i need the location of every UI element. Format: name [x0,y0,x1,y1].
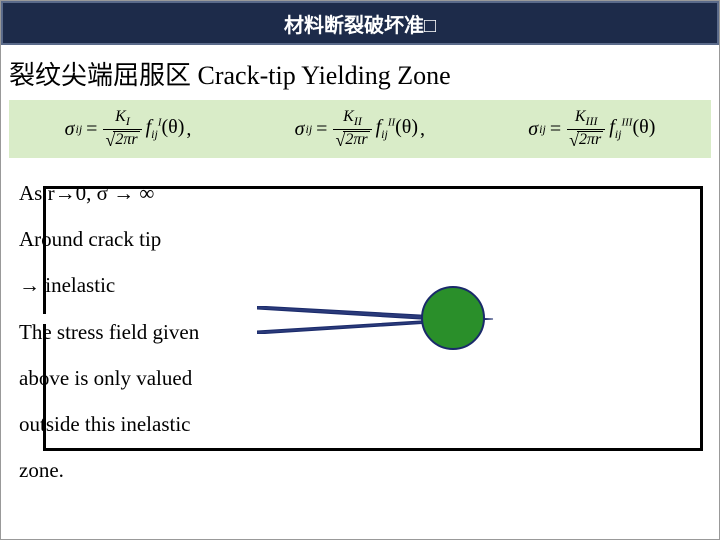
text-line: Around crack tip [19,216,259,262]
formula-mode-3: σij = KIII √2πr fijIII(θ) [528,109,655,148]
formula-mode-1: σij = KI √2πr fijI(θ) , [65,109,196,148]
text-line: outside this inelastic [19,401,259,447]
page-title: 材料断裂破坏准□ [284,9,436,38]
fraction: KIII √2πr [567,109,605,148]
yielding-zone-circle-icon [421,286,485,350]
subtitle: 裂纹尖端屈服区 Crack-tip Yielding Zone [1,45,719,98]
subtitle-en: Crack-tip Yielding Zone [198,61,451,90]
plate-edge [700,186,703,451]
text-line: above is only valued [19,355,259,401]
text-line: The stress field given [19,309,259,355]
formula-mode-2: σij = KII √2πr fijII(θ) , [295,109,429,148]
fraction: KII √2πr [333,109,371,148]
content-area: As r→0, σ → ∞ Around crack tip → inelast… [9,164,711,534]
subtitle-cn: 裂纹尖端屈服区 [9,61,191,90]
header-band: 材料断裂破坏准□ [1,1,719,45]
body-text: As r→0, σ → ∞ Around crack tip → inelast… [19,170,259,493]
formula-band: σij = KI √2πr fijI(θ) , σij = KII √2πr f… [9,100,711,158]
text-line: → inelastic [19,262,259,308]
text-line: As r→0, σ → ∞ [19,170,259,216]
fraction: KI √2πr [103,109,141,148]
text-line: zone. [19,447,259,493]
